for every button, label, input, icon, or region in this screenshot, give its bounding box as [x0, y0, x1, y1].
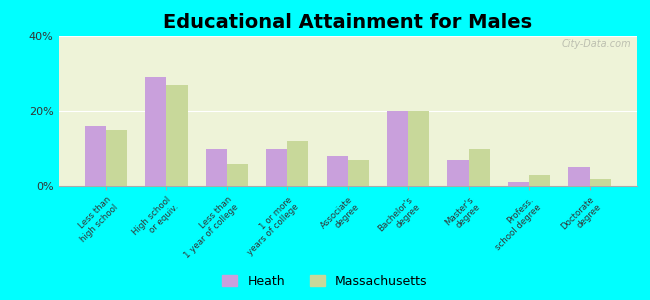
- Bar: [166, 85, 188, 186]
- Bar: [84, 126, 106, 186]
- Bar: [387, 111, 408, 186]
- Bar: [408, 111, 430, 186]
- Bar: [205, 148, 227, 186]
- Bar: [447, 160, 469, 186]
- Bar: [529, 175, 551, 186]
- Title: Educational Attainment for Males: Educational Attainment for Males: [163, 13, 532, 32]
- Bar: [227, 164, 248, 186]
- Bar: [287, 141, 309, 186]
- Bar: [266, 148, 287, 186]
- Legend: Heath, Massachusetts: Heath, Massachusetts: [222, 275, 428, 288]
- Bar: [568, 167, 590, 186]
- Bar: [106, 130, 127, 186]
- Text: City-Data.com: City-Data.com: [562, 39, 631, 49]
- Bar: [590, 178, 611, 186]
- Bar: [348, 160, 369, 186]
- Bar: [508, 182, 529, 186]
- Bar: [326, 156, 348, 186]
- Bar: [145, 77, 166, 186]
- Bar: [469, 148, 490, 186]
